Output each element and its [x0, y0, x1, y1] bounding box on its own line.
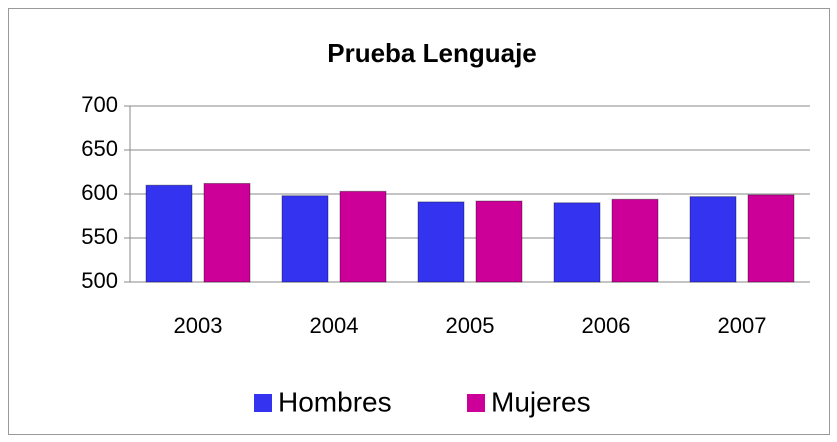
- bar: [339, 190, 387, 283]
- legend-label: Mujeres: [491, 386, 591, 417]
- x-tick-label: 2007: [718, 313, 767, 338]
- legend-label: Hombres: [278, 386, 392, 417]
- bar: [281, 195, 329, 283]
- y-tick-label: 550: [81, 224, 118, 249]
- bar: [145, 184, 193, 283]
- x-tick-label: 2004: [310, 313, 359, 338]
- bar: [475, 200, 523, 283]
- legend-swatch: [254, 394, 272, 412]
- bar: [611, 198, 659, 283]
- x-tick-label: 2005: [446, 313, 495, 338]
- x-tick-label: 2003: [174, 313, 223, 338]
- bar: [417, 201, 465, 283]
- bar: [553, 202, 601, 283]
- bar: [689, 196, 737, 283]
- x-tick-label: 2006: [582, 313, 631, 338]
- y-tick-label: 500: [81, 268, 118, 293]
- bar: [747, 194, 795, 283]
- legend-swatch: [467, 394, 485, 412]
- y-tick-label: 600: [81, 180, 118, 205]
- y-tick-label: 650: [81, 136, 118, 161]
- chart-title: Prueba Lenguaje: [327, 38, 537, 68]
- y-tick-label: 700: [81, 92, 118, 117]
- bar: [203, 182, 251, 283]
